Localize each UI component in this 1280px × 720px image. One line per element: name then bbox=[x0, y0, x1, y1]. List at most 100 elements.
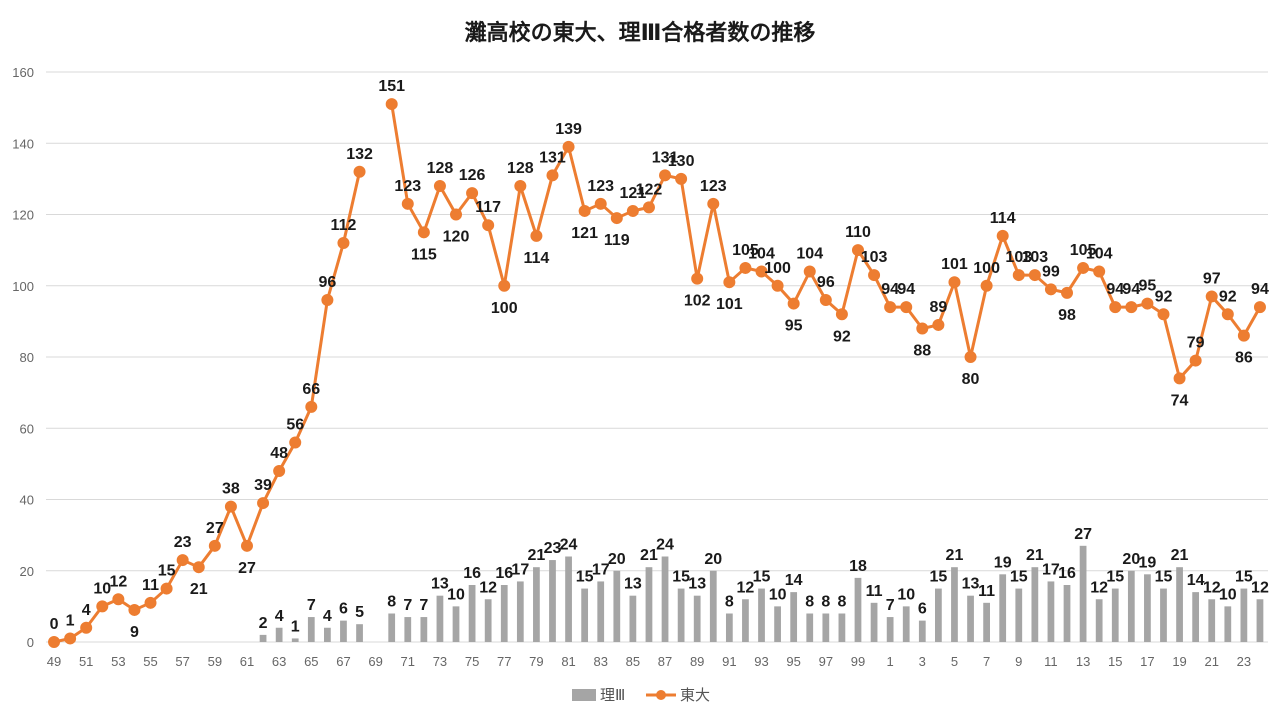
line-point-todai bbox=[160, 582, 173, 595]
line-point-todai bbox=[964, 351, 977, 363]
bar-data-label: 17 bbox=[511, 561, 529, 578]
line-point-todai bbox=[771, 279, 784, 292]
line-point-todai bbox=[80, 621, 93, 634]
bar-data-label: 15 bbox=[1235, 569, 1253, 586]
bar-data-label: 2 bbox=[259, 615, 268, 632]
bar-data-label: 12 bbox=[737, 579, 755, 596]
line-data-label: 96 bbox=[817, 274, 835, 291]
bar-data-label: 10 bbox=[447, 586, 465, 603]
line-point-todai bbox=[578, 204, 591, 217]
line-data-label: 79 bbox=[1187, 335, 1205, 352]
bar-rikou3 bbox=[999, 574, 1007, 642]
bar-rikou3 bbox=[259, 634, 267, 642]
line-segment bbox=[390, 103, 1262, 380]
bar-data-label: 7 bbox=[419, 597, 428, 614]
line-point-todai bbox=[385, 98, 398, 111]
line-data-label: 94 bbox=[897, 281, 915, 298]
line-data-label: 11 bbox=[142, 577, 159, 594]
bar-data-label: 20 bbox=[608, 551, 626, 568]
line-data-label: 103 bbox=[1005, 249, 1032, 266]
bar-data-label: 5 bbox=[355, 604, 364, 621]
bar-data-label: 1 bbox=[291, 618, 300, 635]
line-data-label: 117 bbox=[475, 199, 501, 216]
line-point-todai bbox=[562, 140, 575, 153]
x-tick-label: 77 bbox=[497, 654, 511, 669]
line-point-todai bbox=[1189, 354, 1202, 367]
bar-data-label: 21 bbox=[1171, 547, 1189, 564]
line-point-todai bbox=[1173, 372, 1186, 385]
bar-rikou3 bbox=[983, 602, 990, 642]
bar-data-label: 8 bbox=[837, 594, 846, 611]
x-tick-label: 55 bbox=[143, 654, 157, 669]
line-data-label: 9 bbox=[130, 624, 139, 641]
line-data-label: 151 bbox=[378, 78, 405, 95]
line-data-label: 121 bbox=[620, 185, 647, 202]
bar-rikou3 bbox=[420, 617, 428, 642]
x-tick-label: 57 bbox=[175, 654, 189, 669]
x-tick-label: 5 bbox=[951, 654, 958, 669]
line-data-label: 89 bbox=[929, 299, 947, 316]
line-point-todai bbox=[240, 539, 253, 552]
line-point-todai bbox=[96, 600, 109, 613]
line-data-label: 1 bbox=[66, 612, 75, 629]
line-data-label: 48 bbox=[270, 445, 288, 462]
bar-data-label: 14 bbox=[785, 572, 803, 589]
line-data-label: 94 bbox=[1106, 281, 1124, 298]
line-point-todai bbox=[594, 197, 607, 210]
line-data-label: 86 bbox=[1235, 350, 1253, 367]
line-point-todai bbox=[498, 279, 511, 292]
line-point-todai bbox=[64, 632, 77, 645]
x-tick-label: 23 bbox=[1237, 654, 1251, 669]
legend-label-rikou3: 理Ⅲ bbox=[600, 686, 625, 704]
bar-data-label: 18 bbox=[849, 558, 867, 575]
bar-rikou3 bbox=[725, 613, 733, 642]
line-point-todai bbox=[1157, 308, 1170, 321]
line-point-todai bbox=[321, 294, 334, 306]
x-tick-label: 89 bbox=[690, 654, 704, 669]
line-data-label: 114 bbox=[990, 210, 1016, 227]
line-data-label: 123 bbox=[587, 178, 614, 195]
bar-rikou3 bbox=[693, 595, 701, 642]
bar-data-label: 12 bbox=[1203, 579, 1221, 596]
line-point-todai bbox=[1044, 283, 1057, 296]
line-point-todai bbox=[723, 276, 736, 289]
bar-data-label: 15 bbox=[1155, 569, 1173, 586]
y-tick-label: 140 bbox=[12, 136, 34, 151]
line-point-todai bbox=[401, 197, 414, 210]
line-data-label: 27 bbox=[206, 520, 224, 537]
line-data-label: 92 bbox=[1219, 288, 1237, 305]
line-point-todai bbox=[546, 169, 559, 182]
bar-rikou3 bbox=[356, 624, 363, 642]
line-point-todai bbox=[1061, 286, 1074, 299]
line-data-label: 94 bbox=[1122, 281, 1140, 298]
bar-rikou3 bbox=[918, 620, 926, 642]
line-point-todai bbox=[835, 308, 848, 321]
bar-data-label: 16 bbox=[495, 565, 513, 582]
line-data-label: 15 bbox=[158, 563, 176, 580]
line-data-label: 110 bbox=[845, 224, 871, 241]
line-point-todai bbox=[739, 261, 752, 274]
line-point-todai bbox=[112, 593, 125, 606]
line-data-label: 104 bbox=[1086, 246, 1113, 263]
bar-data-label: 13 bbox=[624, 576, 642, 593]
line-point-todai bbox=[691, 272, 704, 285]
line-data-label: 104 bbox=[748, 246, 775, 263]
bar-data-label: 10 bbox=[897, 586, 915, 603]
line-data-label: 132 bbox=[346, 146, 373, 163]
bar-rikou3 bbox=[468, 585, 476, 642]
line-series-todai bbox=[48, 98, 1266, 648]
bar-data-label: 7 bbox=[403, 597, 412, 614]
line-point-todai bbox=[980, 279, 993, 292]
bar-data-label: 24 bbox=[560, 537, 578, 554]
x-tick-label: 19 bbox=[1172, 654, 1186, 669]
line-data-label: 122 bbox=[636, 181, 663, 198]
x-tick-label: 63 bbox=[272, 654, 286, 669]
bar-rikou3 bbox=[886, 617, 894, 642]
bar-data-label: 15 bbox=[753, 569, 771, 586]
legend-label-todai: 東大 bbox=[680, 686, 710, 704]
bar-rikou3 bbox=[1095, 599, 1103, 642]
line-point-todai bbox=[1012, 269, 1025, 282]
line-point-todai bbox=[337, 237, 350, 249]
line-data-label: 103 bbox=[861, 249, 888, 266]
bar-data-label: 21 bbox=[640, 547, 658, 564]
